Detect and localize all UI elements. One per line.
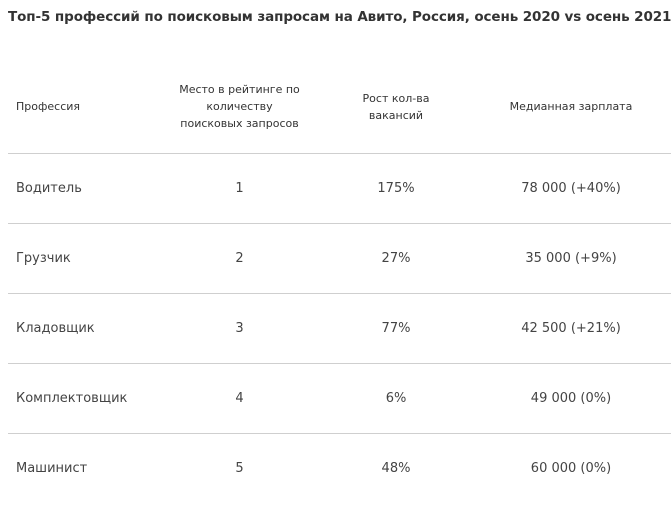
header-search-rank: Место в рейтинге по количеству поисковых…	[179, 83, 300, 130]
header-profession: Профессия	[16, 100, 81, 113]
table-row: Грузчик 2 27% 35 000 (+9%)	[8, 223, 671, 293]
cell-rank: 2	[235, 251, 244, 266]
header-median-salary: Медианная зарплата	[509, 100, 633, 113]
cell-growth: 48%	[381, 461, 411, 476]
header-vacancy-growth: Рост кол-ва вакансий	[362, 91, 430, 122]
page-title: Топ-5 профессий по поисковым запросам на…	[8, 9, 671, 25]
table-row: Комплектовщик 4 6% 49 000 (0%)	[8, 363, 671, 433]
cell-rank: 5	[235, 461, 244, 476]
cell-growth: 77%	[381, 321, 411, 336]
professions-table: Профессия Место в рейтинге по количеству…	[8, 60, 671, 503]
cell-rank: 1	[235, 181, 244, 196]
cell-profession: Кладовщик	[16, 321, 95, 336]
cell-rank: 4	[235, 391, 244, 406]
cell-salary: 78 000 (+40%)	[521, 181, 621, 196]
cell-growth: 175%	[377, 181, 415, 196]
cell-rank: 3	[235, 321, 244, 336]
table-row: Кладовщик 3 77% 42 500 (+21%)	[8, 293, 671, 363]
cell-growth: 6%	[385, 391, 407, 406]
table-header-row: Профессия Место в рейтинге по количеству…	[8, 60, 671, 153]
cell-salary: 35 000 (+9%)	[525, 251, 617, 266]
table-row: Водитель 1 175% 78 000 (+40%)	[8, 153, 671, 223]
table-row: Машинист 5 48% 60 000 (0%)	[8, 433, 671, 503]
cell-profession: Комплектовщик	[16, 391, 128, 406]
cell-profession: Водитель	[16, 181, 82, 196]
cell-profession: Грузчик	[16, 251, 71, 266]
cell-salary: 42 500 (+21%)	[521, 321, 621, 336]
cell-salary: 49 000 (0%)	[530, 391, 612, 406]
cell-salary: 60 000 (0%)	[530, 461, 612, 476]
cell-growth: 27%	[381, 251, 411, 266]
cell-profession: Машинист	[16, 461, 88, 476]
